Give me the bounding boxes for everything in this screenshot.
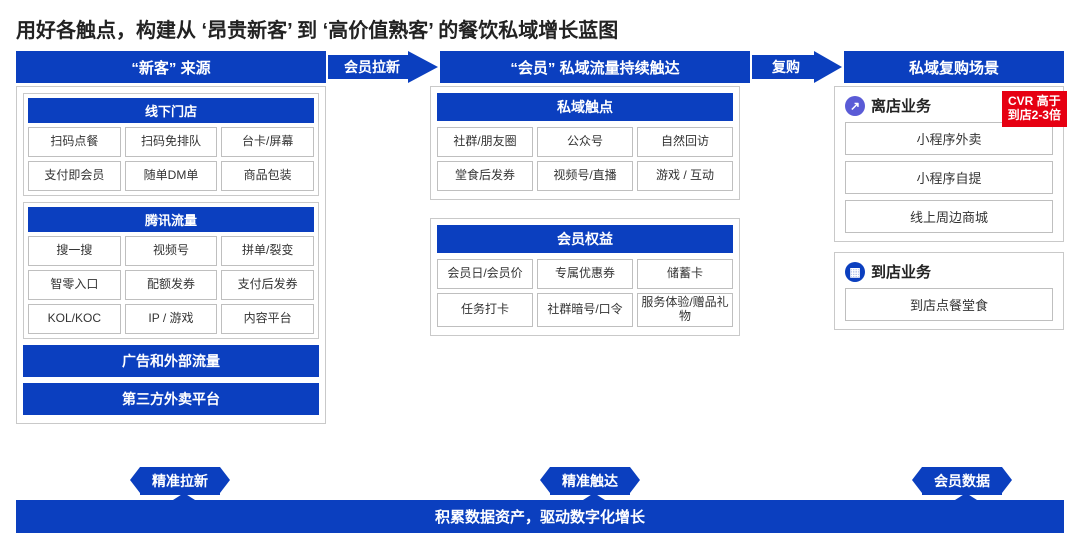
store-icon: ▦ xyxy=(845,262,865,282)
scene-item: 线上周边商城 xyxy=(845,200,1053,233)
cell: 视频号/直播 xyxy=(537,161,633,191)
scene-item: 小程序外卖 xyxy=(845,122,1053,155)
tag-acquire: 精准拉新 xyxy=(140,467,220,495)
cell: 公众号 xyxy=(537,127,633,157)
col2-panel-0: 私域触点 社群/朋友圈 公众号 自然回访 堂食后发券 视频号/直播 游戏 / 互… xyxy=(430,86,740,200)
scene-offstore: ↗ 离店业务 CVR 高于 到店2-3倍 小程序外卖 小程序自提 线上周边商城 xyxy=(834,86,1064,242)
cell: 游戏 / 互动 xyxy=(637,161,733,191)
col-member: 私域触点 社群/朋友圈 公众号 自然回访 堂食后发券 视频号/直播 游戏 / 互… xyxy=(430,86,740,424)
flow-arrow-1-label: 会员拉新 xyxy=(344,59,400,75)
col1-sec-1-grid: 搜一搜 视频号 拼单/裂变 智零入口 配额发券 支付后发券 KOL/KOC IP… xyxy=(28,236,314,334)
cell: 配额发券 xyxy=(125,270,218,300)
cell: 会员日/会员价 xyxy=(437,259,533,289)
cell: 搜一搜 xyxy=(28,236,121,266)
cell: 储蓄卡 xyxy=(637,259,733,289)
scene-item: 小程序自提 xyxy=(845,161,1053,194)
col2-sec-1-title: 会员权益 xyxy=(437,225,733,253)
cell: 任务打卡 xyxy=(437,293,533,327)
col1-bar-1: 第三方外卖平台 xyxy=(23,383,319,415)
col-newcust: 线下门店 扫码点餐 扫码免排队 台卡/屏幕 支付即会员 随单DM单 商品包装 腾… xyxy=(16,86,326,424)
flow-label-scene: 私域复购场景 xyxy=(844,51,1064,83)
cell: 拼单/裂变 xyxy=(221,236,314,266)
cell: IP / 游戏 xyxy=(125,304,218,334)
link-icon: ↗ xyxy=(845,96,865,116)
scene-instore-title: 到店业务 xyxy=(871,261,931,282)
col2-sec-0-grid: 社群/朋友圈 公众号 自然回访 堂食后发券 视频号/直播 游戏 / 互动 xyxy=(437,127,733,191)
cell: 智零入口 xyxy=(28,270,121,300)
cell: 社群暗号/口令 xyxy=(537,293,633,327)
scene-item: 到店点餐堂食 xyxy=(845,288,1053,321)
col1-sec-1: 腾讯流量 搜一搜 视频号 拼单/裂变 智零入口 配额发券 支付后发券 KOL/K… xyxy=(23,202,319,339)
cell: 专属优惠券 xyxy=(537,259,633,289)
cell: 台卡/屏幕 xyxy=(221,127,314,157)
tag-reach: 精准触达 xyxy=(550,467,630,495)
cell: 服务体验/赠品礼物 xyxy=(637,293,733,327)
cell: 堂食后发券 xyxy=(437,161,533,191)
cell: 随单DM单 xyxy=(125,161,218,191)
flow-label-member: “会员” 私域流量持续触达 xyxy=(440,51,750,83)
scene-instore-title-row: ▦ 到店业务 xyxy=(845,261,1053,282)
cell: 视频号 xyxy=(125,236,218,266)
columns: 线下门店 扫码点餐 扫码免排队 台卡/屏幕 支付即会员 随单DM单 商品包装 腾… xyxy=(16,86,1064,424)
col2-sec-1-grid: 会员日/会员价 专属优惠券 储蓄卡 任务打卡 社群暗号/口令 服务体验/赠品礼物 xyxy=(437,259,733,327)
cell: 商品包装 xyxy=(221,161,314,191)
tag-data: 会员数据 xyxy=(922,467,1002,495)
scene-offstore-title: 离店业务 xyxy=(871,95,931,116)
flow-arrow-2-label: 复购 xyxy=(771,59,800,75)
cell: 支付即会员 xyxy=(28,161,121,191)
cell: KOL/KOC xyxy=(28,304,121,334)
bottom-bar: 积累数据资产，驱动数字化增长 xyxy=(16,500,1064,533)
flow-row: “新客” 来源 会员拉新 “会员” 私域流量持续触达 复购 私域复购场景 xyxy=(16,51,1064,87)
col1-sec-0: 线下门店 扫码点餐 扫码免排队 台卡/屏幕 支付即会员 随单DM单 商品包装 xyxy=(23,93,319,196)
scene-instore: ▦ 到店业务 到店点餐堂食 xyxy=(834,252,1064,330)
col1-sec-0-grid: 扫码点餐 扫码免排队 台卡/屏幕 支付即会员 随单DM单 商品包装 xyxy=(28,127,314,191)
cell: 自然回访 xyxy=(637,127,733,157)
col1-bar-0: 广告和外部流量 xyxy=(23,345,319,377)
cell: 扫码免排队 xyxy=(125,127,218,157)
cell: 社群/朋友圈 xyxy=(437,127,533,157)
col-scene: ↗ 离店业务 CVR 高于 到店2-3倍 小程序外卖 小程序自提 线上周边商城 … xyxy=(834,86,1064,424)
flow-arrow-2: 复购 xyxy=(752,51,842,83)
cvr-badge: CVR 高于 到店2-3倍 xyxy=(1002,91,1067,127)
col1-sec-0-title: 线下门店 xyxy=(28,98,314,123)
col1-panel: 线下门店 扫码点餐 扫码免排队 台卡/屏幕 支付即会员 随单DM单 商品包装 腾… xyxy=(16,86,326,424)
page: 用好各触点，构建从 ‘昂贵新客’ 到 ‘高价值熟客’ 的餐饮私域增长蓝图 “新客… xyxy=(0,0,1080,545)
cell: 支付后发券 xyxy=(221,270,314,300)
page-title: 用好各触点，构建从 ‘昂贵新客’ 到 ‘高价值熟客’ 的餐饮私域增长蓝图 xyxy=(16,14,1064,43)
col1-sec-1-title: 腾讯流量 xyxy=(28,207,314,232)
col2-panel-1: 会员权益 会员日/会员价 专属优惠券 储蓄卡 任务打卡 社群暗号/口令 服务体验… xyxy=(430,218,740,336)
flow-label-newcust: “新客” 来源 xyxy=(16,51,326,83)
flow-arrow-1: 会员拉新 xyxy=(328,51,438,83)
cell: 扫码点餐 xyxy=(28,127,121,157)
cell: 内容平台 xyxy=(221,304,314,334)
col2-sec-0-title: 私域触点 xyxy=(437,93,733,121)
